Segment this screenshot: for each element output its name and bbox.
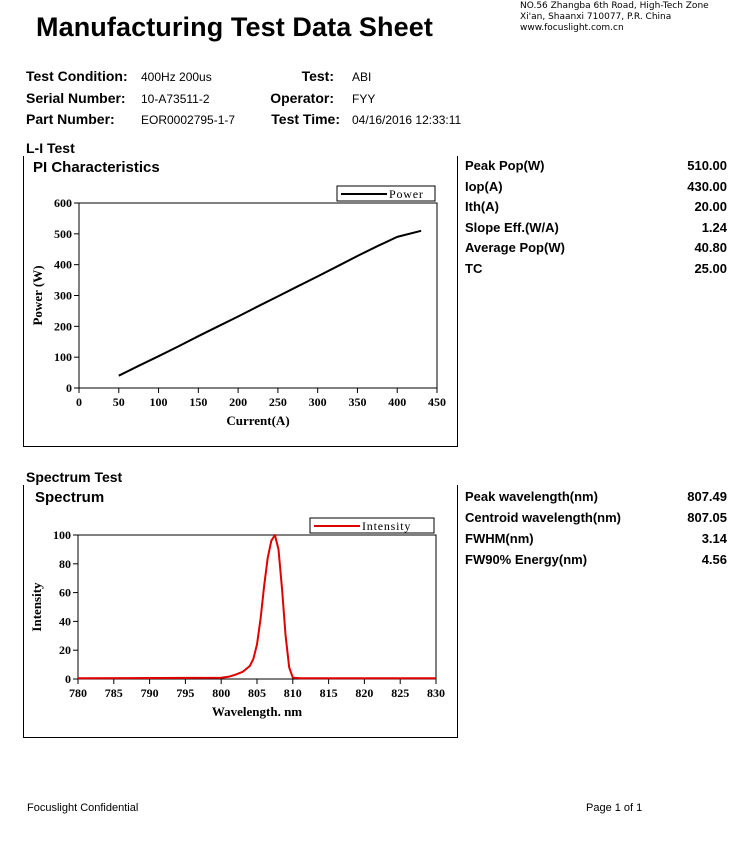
legend-box [309, 517, 435, 534]
x-tick-label: 805 [248, 686, 266, 700]
y-tick-label: 80 [59, 557, 71, 571]
li-result-label: Peak Pop(W) [465, 158, 545, 173]
part-number-value: EOR0002795-1-7 [141, 113, 236, 127]
x-tick-label: 825 [391, 686, 409, 700]
test-time-label: Test Time: [271, 111, 340, 127]
y-tick-label: 300 [54, 289, 72, 303]
li-result-value: 20.00 [694, 199, 727, 214]
x-tick-label: 820 [355, 686, 373, 700]
serial-number-value: 10-A73511-2 [141, 92, 210, 106]
spectrum-result-value: 807.49 [687, 489, 727, 504]
li-results: Peak Pop(W) 510.00 Iop(A) 430.00 Ith(A) 20.00… [464, 158, 728, 288]
x-tick-label: 0 [76, 395, 82, 409]
y-tick-label: 100 [53, 528, 71, 542]
y-tick-label: 40 [59, 614, 71, 628]
x-tick-label: 785 [105, 686, 123, 700]
li-result-label: Ith(A) [465, 199, 499, 214]
y-tick-label: 20 [59, 643, 71, 657]
plot-frame [78, 202, 438, 389]
legend-label: Intensity [362, 519, 411, 533]
y-tick-label: 0 [65, 672, 71, 686]
y-tick-label: 200 [54, 319, 72, 333]
part-number-label: Part Number: [26, 111, 115, 127]
plot-frame [77, 534, 437, 680]
test-label: Test: [301, 68, 334, 84]
spectrum-test-heading: Spectrum Test [26, 469, 123, 485]
footer-confidential: Focuslight Confidential [27, 802, 139, 814]
li-result-value: 40.80 [694, 240, 727, 255]
spectrum-chart-title: Spectrum [35, 489, 105, 506]
spectrum-results: Peak wavelength(nm) 807.49 Centroid wavele… [464, 489, 728, 579]
pi-chart-title: PI Characteristics [33, 159, 160, 176]
y-axis-label: Power (W) [30, 265, 45, 325]
x-axis-label: Current(A) [226, 413, 289, 428]
li-test-heading: L-I Test [26, 140, 75, 156]
li-result-label: Average Pop(W) [465, 240, 565, 255]
x-tick-label: 150 [189, 395, 207, 409]
y-tick-label: 60 [59, 586, 71, 600]
li-result-value: 430.00 [687, 178, 727, 194]
test-condition-value: 400Hz 200us [141, 70, 212, 84]
spectrum-result-label: FW90% Energy(nm) [465, 552, 588, 567]
x-tick-label: 830 [427, 686, 445, 700]
series-line [77, 534, 436, 680]
y-tick-label: 0 [66, 381, 72, 395]
operator-value: FYY [352, 92, 376, 106]
x-tick-label: 815 [320, 686, 338, 700]
x-tick-label: 810 [284, 686, 302, 700]
pi-chart-panel: PI Characteristics 0 50 100 150 200 250 300 350… [23, 156, 458, 447]
spectrum-result-label: Peak wavelength(nm) [465, 489, 598, 504]
x-tick-label: 350 [348, 395, 366, 409]
series-line [118, 229, 422, 377]
spectrum-result-value: 3.14 [701, 531, 727, 546]
operator-label: Operator: [270, 90, 334, 106]
li-result-label: Iop(A) [465, 178, 503, 194]
x-tick-label: 100 [150, 395, 168, 409]
address-line-1: NO.56 Zhangba 6th Road, High-Tech Zone [520, 1, 709, 11]
page-title: Manufacturing Test Data Sheet [36, 12, 433, 42]
spectrum-result-value: 4.56 [701, 552, 727, 567]
x-tick-label: 400 [388, 395, 406, 409]
li-result-value: 1.24 [701, 219, 727, 235]
x-tick-label: 300 [309, 395, 327, 409]
x-tick-label: 790 [141, 686, 159, 700]
pi-chart: 0 50 100 150 200 250 300 350 400 450 0 100 200 300 400… [30, 185, 446, 428]
serial-number-label: Serial Number: [26, 90, 126, 106]
test-time-value: 04/16/2016 12:33:11 [352, 113, 462, 127]
y-tick-label: 600 [54, 196, 72, 210]
x-tick-label: 450 [428, 395, 446, 409]
spectrum-chart-panel: Spectrum 780 785 790 795 800 805 810 815 820 825 8… [23, 485, 458, 738]
x-tick-label: 780 [69, 686, 87, 700]
x-tick-label: 250 [269, 395, 287, 409]
y-tick-label: 400 [54, 258, 72, 272]
test-condition-label: Test Condition: [26, 68, 128, 84]
y-tick-label: 500 [54, 227, 72, 241]
spectrum-result-value: 807.05 [687, 510, 727, 525]
legend-label: Power [389, 187, 424, 201]
x-tick-label: 200 [229, 395, 247, 409]
li-result-label: Slope Eff.(W/A) [465, 219, 559, 235]
test-value: ABI [352, 70, 372, 84]
x-tick-label: 50 [113, 395, 125, 409]
company-address: NO.56 Zhangba 6th Road, High-Tech Zone X… [520, 1, 709, 34]
spectrum-result-label: FWHM(nm) [465, 531, 534, 546]
y-axis-label: Intensity [29, 582, 44, 632]
x-tick-label: 795 [176, 686, 194, 700]
li-result-label: TC [465, 260, 483, 276]
spectrum-result-label: Centroid wavelength(nm) [465, 510, 622, 525]
x-axis-label: Wavelength. nm [212, 704, 302, 719]
address-line-3: www.focuslight.com.cn [520, 23, 624, 33]
y-tick-label: 100 [54, 350, 72, 364]
address-line-2: Xi'an, Shaanxi 710077, P.R. China [520, 12, 672, 22]
footer-page-number: Page 1 of 1 [586, 802, 643, 814]
li-result-value: 510.00 [687, 158, 727, 173]
li-result-value: 25.00 [694, 260, 727, 276]
spectrum-chart: 780 785 790 795 800 805 810 815 820 825 830 0 20 40 60… [29, 517, 445, 719]
x-tick-label: 800 [212, 686, 230, 700]
